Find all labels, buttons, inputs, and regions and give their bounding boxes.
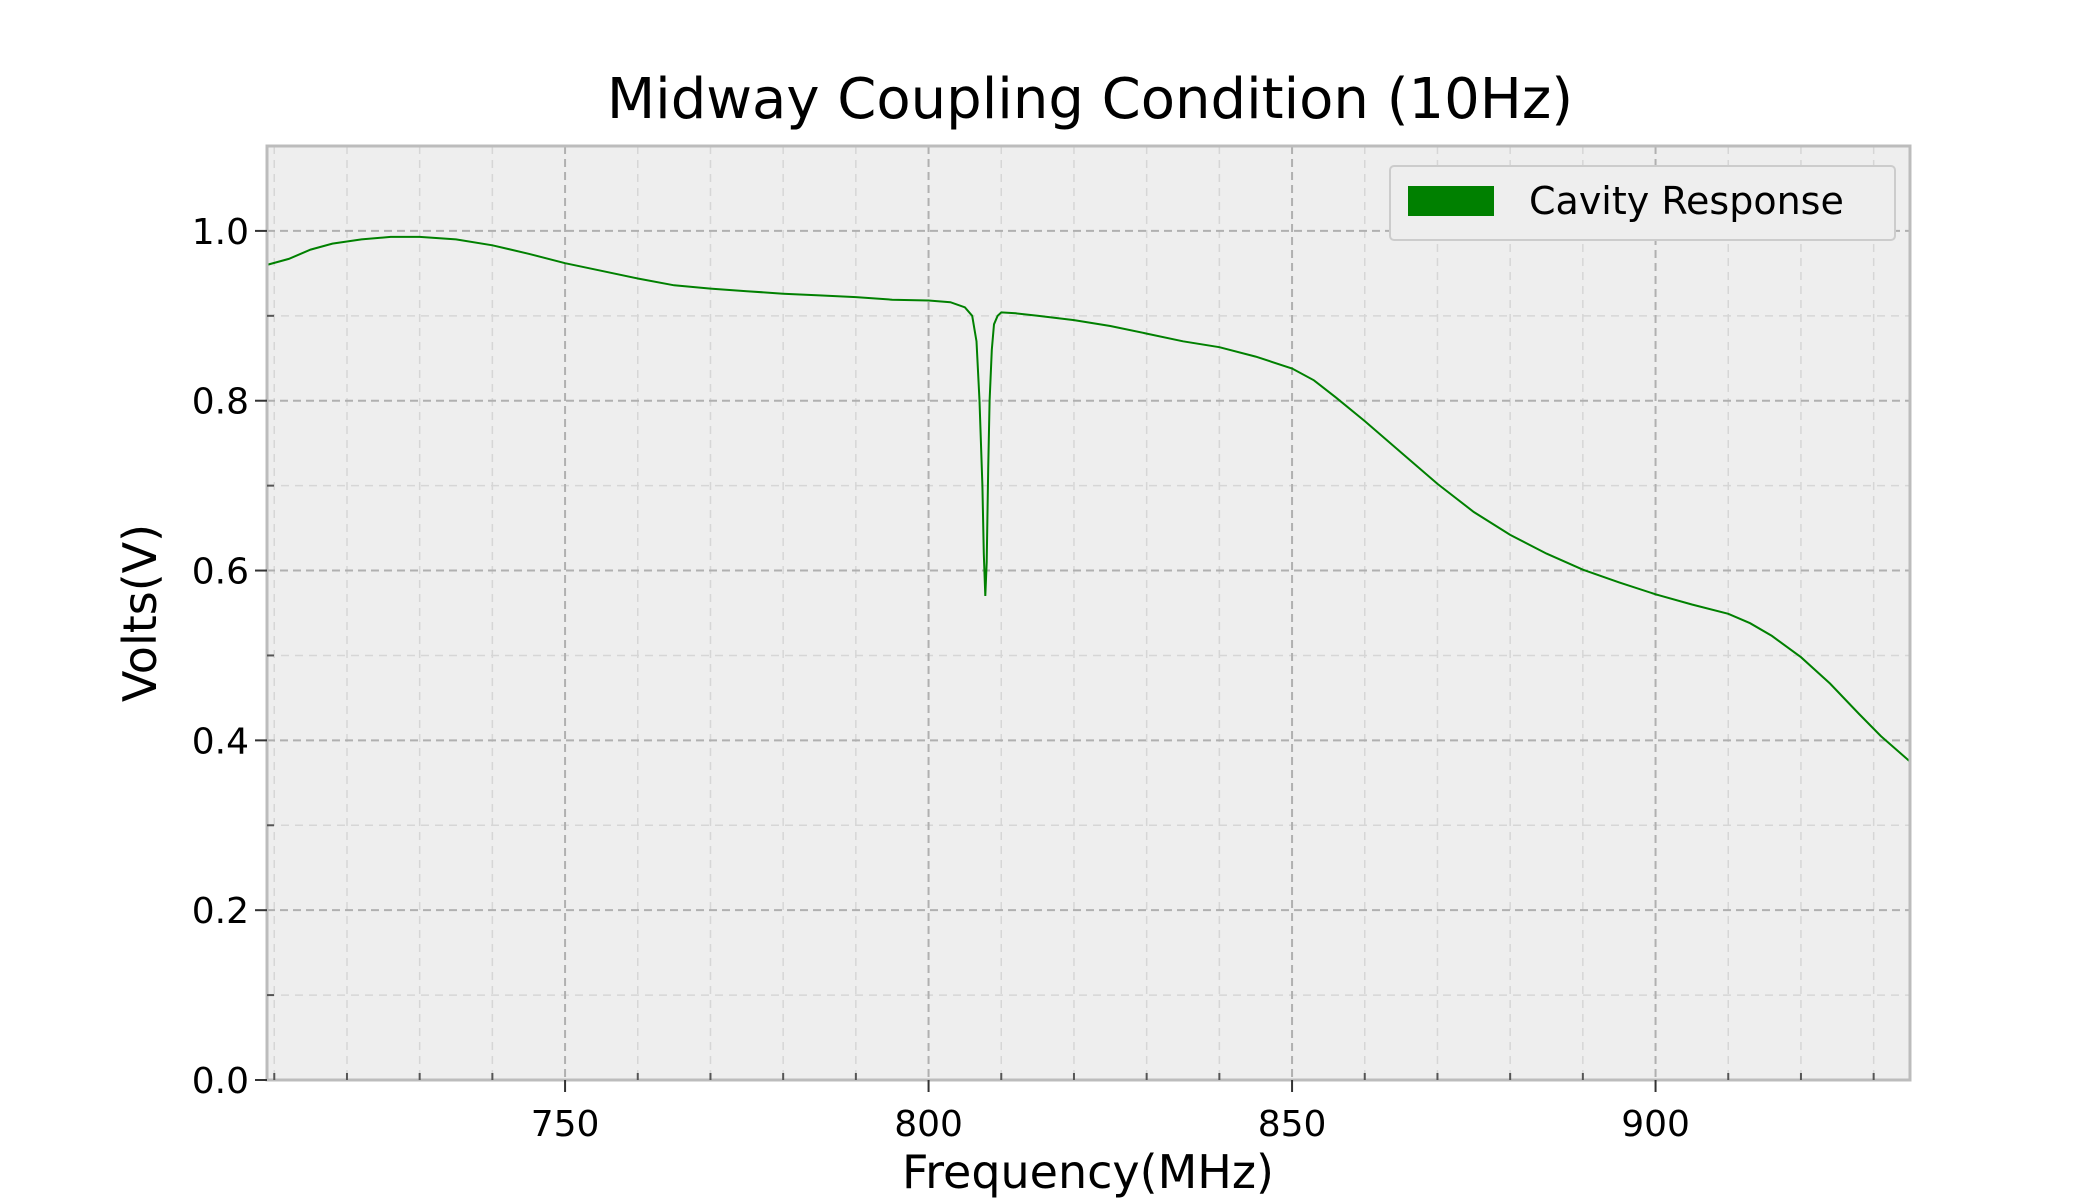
x-tick-label: 900 <box>1621 1104 1690 1145</box>
y-tick-label: 0.8 <box>192 382 249 423</box>
major-grid <box>267 146 1910 1080</box>
chart-title: Midway Coupling Condition (10Hz) <box>607 67 1573 132</box>
minor-grid <box>267 146 1910 1080</box>
legend-swatch-cavity-response <box>1408 186 1494 216</box>
x-axis-ticks: 750 800 850 900 <box>273 1073 1875 1145</box>
y-tick-label: 0.2 <box>192 891 249 932</box>
x-tick-label: 800 <box>894 1104 963 1145</box>
y-tick-label: 1.0 <box>192 212 249 253</box>
y-tick-label: 0.0 <box>192 1061 249 1102</box>
plot-background <box>267 146 1910 1080</box>
plot-area: 750 800 850 900 0.0 0.2 0.4 0.6 0.8 1.0 <box>192 144 1912 1145</box>
x-tick-label: 750 <box>531 1104 600 1145</box>
x-tick-label: 850 <box>1258 1104 1327 1145</box>
legend: Cavity Response <box>1389 165 1896 241</box>
x-axis-label: Frequency(MHz) <box>902 1145 1274 1199</box>
y-tick-label: 0.4 <box>192 721 249 762</box>
y-axis-ticks: 0.0 0.2 0.4 0.6 0.8 1.0 <box>192 212 274 1102</box>
y-axis-label: Volts(V) <box>113 524 167 702</box>
plot-frame <box>265 144 1912 1082</box>
y-tick-label: 0.6 <box>192 552 249 593</box>
legend-label-cavity-response: Cavity Response <box>1529 179 1844 223</box>
legend-box <box>1389 165 1896 241</box>
series-line-cavity-response <box>266 235 1911 763</box>
